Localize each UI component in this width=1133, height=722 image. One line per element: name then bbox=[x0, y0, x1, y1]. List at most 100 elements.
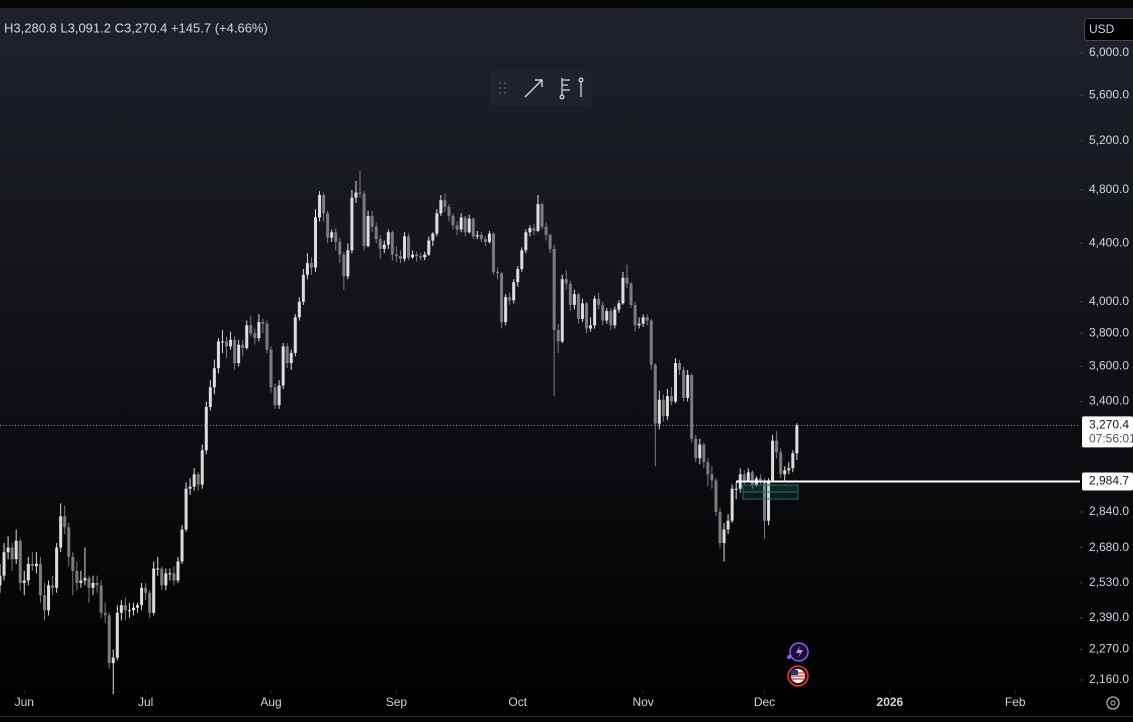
candle-body bbox=[637, 323, 641, 326]
x-tick-label: Feb bbox=[1005, 695, 1026, 709]
candle-body bbox=[71, 556, 75, 571]
candle-body bbox=[374, 226, 378, 240]
candle-body bbox=[516, 268, 520, 283]
hline-box bbox=[1082, 472, 1133, 491]
candle-body bbox=[176, 561, 180, 581]
candle-body bbox=[330, 232, 334, 238]
candle-body bbox=[617, 303, 621, 310]
candle-body bbox=[762, 480, 766, 521]
candle-body bbox=[791, 453, 795, 469]
candle-body bbox=[726, 520, 730, 530]
event-dot bbox=[787, 655, 791, 659]
candle-body bbox=[443, 200, 447, 207]
candle-body bbox=[75, 570, 79, 583]
candle-body bbox=[277, 385, 281, 406]
x-tick-label: Dec bbox=[754, 695, 775, 709]
candle-body bbox=[281, 346, 285, 386]
candle-body bbox=[200, 450, 204, 485]
y-tick-label: 2,160.0 bbox=[1089, 672, 1129, 686]
candle-body bbox=[435, 213, 439, 234]
candle-body bbox=[750, 472, 754, 485]
candle-body bbox=[164, 573, 168, 586]
candle-body bbox=[771, 440, 775, 481]
candle-body bbox=[131, 607, 135, 611]
candle-body bbox=[10, 547, 14, 560]
candle-body bbox=[585, 303, 589, 329]
candle-body bbox=[160, 568, 164, 586]
candle-body bbox=[140, 587, 144, 606]
candle-body bbox=[285, 346, 289, 364]
candle-body bbox=[2, 552, 6, 576]
candle-body bbox=[26, 563, 30, 581]
y-tick-label: 4,800.0 bbox=[1089, 182, 1129, 196]
candle-body bbox=[342, 254, 346, 277]
candle-body bbox=[314, 217, 318, 268]
candle-body bbox=[589, 325, 593, 329]
candle-body bbox=[309, 263, 313, 268]
candle-body bbox=[14, 540, 18, 560]
candle-body bbox=[237, 344, 241, 364]
candle-body bbox=[241, 344, 245, 348]
candle-body bbox=[572, 294, 576, 305]
ohlc-legend: H3,280.8 L3,091.2 C3,270.4 +145.7 (+4.66… bbox=[4, 20, 268, 35]
candle-body bbox=[597, 298, 601, 305]
drag-handle[interactable] bbox=[499, 82, 506, 94]
candle-body bbox=[645, 317, 649, 321]
candle-body bbox=[229, 339, 233, 347]
pin-tool[interactable] bbox=[578, 77, 584, 97]
candle-body bbox=[661, 399, 665, 417]
candle-body bbox=[576, 294, 580, 319]
candle-body bbox=[34, 563, 38, 567]
candle-body bbox=[512, 282, 516, 301]
candle-body bbox=[674, 363, 678, 402]
candle-body bbox=[47, 585, 51, 611]
currency-button[interactable]: USD bbox=[1084, 18, 1133, 41]
candle-body bbox=[686, 375, 690, 398]
candle-body bbox=[38, 563, 42, 596]
candle-body bbox=[601, 304, 605, 321]
candle-body bbox=[59, 516, 63, 548]
candle-body bbox=[767, 480, 771, 521]
candle-body bbox=[216, 341, 220, 369]
candle-body bbox=[508, 297, 512, 301]
currency-label[interactable]: USD bbox=[1089, 22, 1115, 36]
candle-body bbox=[91, 582, 95, 588]
settings-icon[interactable] bbox=[1106, 696, 1120, 710]
flag-tool[interactable] bbox=[559, 78, 570, 100]
candle-body bbox=[18, 540, 22, 583]
candle-body bbox=[407, 236, 411, 258]
gear[interactable] bbox=[1106, 696, 1120, 710]
candle-body bbox=[783, 470, 787, 475]
candle-body bbox=[225, 341, 229, 347]
candle-body bbox=[540, 204, 544, 227]
gear-center[interactable] bbox=[1110, 700, 1116, 706]
candle-body bbox=[305, 263, 309, 275]
candle-body bbox=[386, 232, 390, 245]
candle-body bbox=[714, 480, 718, 512]
candle-body bbox=[609, 311, 613, 326]
candle-body bbox=[471, 218, 475, 237]
y-tick-label: 5,600.0 bbox=[1089, 87, 1129, 101]
candle-body bbox=[625, 277, 629, 284]
candle-body bbox=[273, 387, 277, 406]
candle-body bbox=[451, 216, 455, 226]
candle-body bbox=[22, 580, 26, 583]
candle-body bbox=[524, 232, 528, 251]
candle-body bbox=[111, 657, 115, 664]
x-tick-label: Oct bbox=[508, 695, 527, 709]
candle-body bbox=[718, 511, 722, 544]
candle-body bbox=[172, 573, 176, 581]
currency-box[interactable] bbox=[1084, 18, 1133, 41]
candle-body bbox=[544, 226, 548, 235]
candle-body bbox=[354, 192, 358, 198]
candle-body bbox=[483, 239, 487, 242]
candle-body bbox=[245, 325, 249, 348]
y-tick-label: 2,270.0 bbox=[1089, 642, 1129, 656]
arrow-tool[interactable] bbox=[524, 79, 543, 98]
candle-body bbox=[204, 406, 208, 451]
candle-body bbox=[419, 255, 423, 258]
candle-body bbox=[301, 274, 305, 302]
candle-body bbox=[253, 333, 257, 339]
